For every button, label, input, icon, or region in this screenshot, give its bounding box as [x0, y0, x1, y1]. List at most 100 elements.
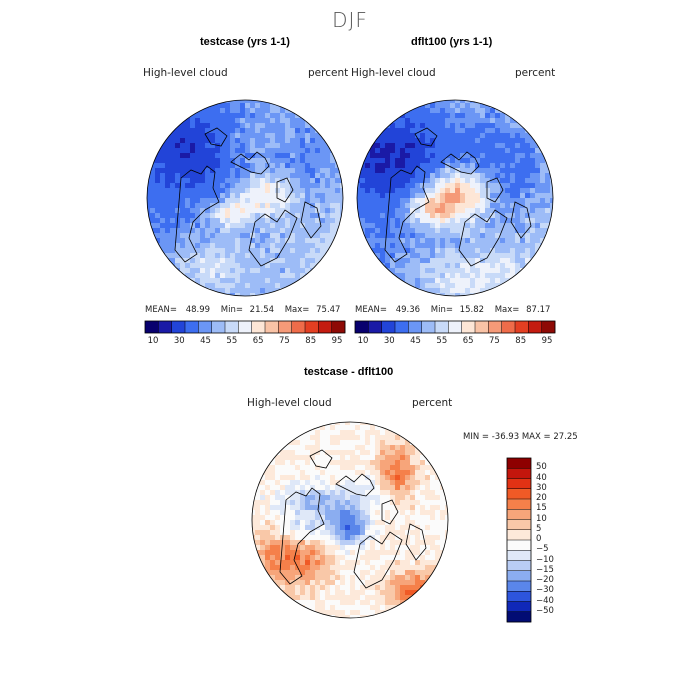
panel1-map-cell — [185, 138, 191, 144]
panel2-map-cell — [365, 193, 371, 199]
panel3-map-cell — [350, 450, 356, 456]
panel2-map-cell — [410, 223, 416, 229]
panel2-map-cell — [450, 158, 456, 164]
panel1-map-cell — [230, 193, 236, 199]
panel1-map-cell — [165, 233, 171, 239]
panel2-map-cell — [400, 128, 406, 134]
panel3-map-cell — [295, 480, 301, 486]
panel1-map-cell — [245, 178, 251, 184]
panel2-map-cell — [395, 238, 401, 244]
panel2-map-cell — [430, 168, 436, 174]
panel3-map-cell — [420, 575, 426, 581]
panel1-map-cell — [220, 268, 226, 274]
panel3-colorbar-tick-label: 50 — [536, 462, 547, 473]
panel1-map-cell — [265, 278, 271, 284]
panel2-map-cell — [405, 273, 411, 279]
panel2-map-cell — [440, 243, 446, 249]
panel1-map-cell — [315, 133, 321, 139]
panel1-map-cell — [190, 188, 196, 194]
panel1-map-cell — [245, 258, 251, 264]
panel3-map-cell — [340, 615, 346, 618]
panel1-map-cell — [155, 173, 161, 179]
panel3-map-cell — [325, 545, 331, 551]
panel2-map-cell — [445, 218, 451, 224]
panel2-map-cell — [440, 118, 446, 124]
panel2-colorbar-tick-label: 45 — [410, 336, 421, 346]
panel2-map-cell — [475, 188, 481, 194]
panel2-map-cell — [500, 113, 506, 119]
panel3-map-cell — [390, 470, 396, 476]
panel3-map-cell — [375, 550, 381, 556]
panel2-map-cell — [420, 213, 426, 219]
panel1-map-cell — [160, 158, 166, 164]
panel3-map-cell — [375, 480, 381, 486]
panel2-map-cell — [410, 148, 416, 154]
panel1-map-cell — [185, 173, 191, 179]
panel2-map-cell — [420, 293, 426, 296]
panel2-map-cell — [500, 208, 506, 214]
panel2-map-cell — [425, 218, 431, 224]
panel2-map-cell — [365, 183, 371, 189]
panel1-map-cell — [310, 118, 316, 124]
panel3-map-cell — [290, 500, 296, 506]
panel1-map-cell — [295, 133, 301, 139]
panel1-map-cell — [210, 283, 216, 289]
panel2-map-cell — [465, 268, 471, 274]
panel2-map-cell — [465, 258, 471, 264]
panel3-map-cell — [315, 510, 321, 516]
panel1-map-cell — [320, 263, 326, 269]
panel2-map-cell — [450, 148, 456, 154]
panel1-map-cell — [170, 203, 176, 209]
panel1-map-cell — [280, 193, 286, 199]
panel2-map-cell — [435, 188, 441, 194]
panel1-map-cell — [315, 258, 321, 264]
panel3-map-cell — [430, 485, 436, 491]
panel2-colorbar-frame — [354, 320, 556, 334]
panel1-map-cell — [215, 273, 221, 279]
panel3-map-cell — [335, 525, 341, 531]
panel2-map-cell — [440, 218, 446, 224]
panel1-map-cell — [275, 253, 281, 259]
panel3-map-cell — [330, 560, 336, 566]
panel1-map-cell — [230, 153, 236, 159]
panel2-map-cell — [440, 143, 446, 149]
panel2-map-cell — [455, 148, 461, 154]
panel3-map-cell — [265, 475, 271, 481]
panel2-map-cell — [415, 118, 421, 124]
panel1-map-cell — [330, 203, 336, 209]
panel2-map-cell — [515, 213, 521, 219]
panel1-map-cell — [175, 203, 181, 209]
panel3-map-cell — [445, 525, 448, 531]
panel1-map-cell — [235, 148, 241, 154]
panel2-map-cell — [525, 238, 531, 244]
panel1-map-cell — [285, 138, 291, 144]
panel2-map-cell — [370, 158, 376, 164]
panel1-map-cell — [210, 188, 216, 194]
panel2-map-cell — [530, 263, 536, 269]
panel1-map-cell — [340, 223, 343, 229]
panel2-map-cell — [385, 258, 391, 264]
panel2-map-cell — [545, 213, 551, 219]
panel3-map-cell — [345, 440, 351, 446]
panel1-min-value: 21.54 — [249, 305, 275, 315]
panel2-map-cell — [465, 223, 471, 229]
panel2-map-cell — [450, 243, 456, 249]
panel1-map-cell — [285, 243, 291, 249]
panel3-map-cell — [270, 490, 276, 496]
panel3-map-cell — [360, 470, 366, 476]
panel1-map-cell — [230, 228, 236, 234]
panel2-map-cell — [505, 158, 511, 164]
panel2-map-cell — [385, 143, 391, 149]
panel3-map-cell — [430, 475, 436, 481]
panel3-map-cell — [355, 440, 361, 446]
panel1-map-cell — [265, 223, 271, 229]
panel3-map-cell — [385, 515, 391, 521]
panel2-map-cell — [520, 228, 526, 234]
panel1-map-cell — [270, 248, 276, 254]
panel3-map-cell — [310, 515, 316, 521]
panel3-map-cell — [385, 530, 391, 536]
panel2-map-cell — [495, 193, 501, 199]
panel2-map-cell — [370, 208, 376, 214]
panel3-colorbar-tick-label: 30 — [536, 482, 547, 493]
panel1-map-cell — [180, 158, 186, 164]
